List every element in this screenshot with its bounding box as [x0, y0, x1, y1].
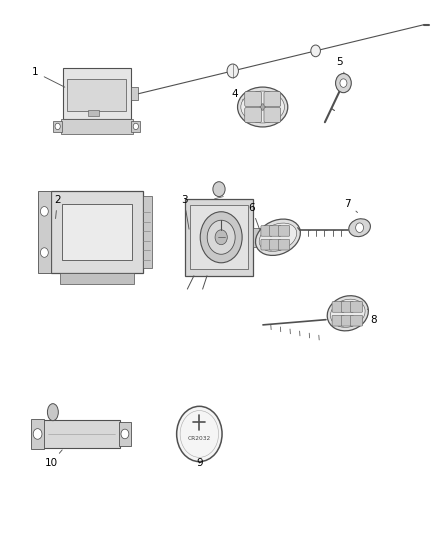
Circle shape — [177, 406, 222, 462]
Circle shape — [356, 223, 364, 232]
Text: 2: 2 — [54, 195, 61, 219]
Text: 1: 1 — [32, 68, 65, 87]
FancyBboxPatch shape — [245, 92, 261, 107]
FancyBboxPatch shape — [332, 316, 344, 326]
FancyBboxPatch shape — [261, 225, 272, 236]
Circle shape — [227, 64, 238, 78]
FancyBboxPatch shape — [341, 302, 353, 312]
Bar — [143, 196, 152, 268]
Text: 4: 4 — [231, 88, 243, 100]
Bar — [43, 420, 120, 448]
Bar — [88, 110, 99, 116]
Bar — [131, 87, 138, 100]
Ellipse shape — [255, 219, 300, 255]
Bar — [119, 422, 131, 446]
Text: 6: 6 — [248, 203, 260, 229]
Bar — [60, 273, 134, 284]
Ellipse shape — [331, 299, 365, 327]
Ellipse shape — [327, 296, 368, 331]
Circle shape — [33, 429, 42, 439]
FancyBboxPatch shape — [264, 108, 281, 123]
FancyBboxPatch shape — [261, 239, 272, 250]
Bar — [191, 205, 247, 269]
FancyBboxPatch shape — [341, 316, 353, 326]
Bar — [63, 68, 131, 119]
Text: 3: 3 — [181, 195, 189, 229]
FancyBboxPatch shape — [350, 316, 363, 326]
FancyBboxPatch shape — [270, 239, 281, 250]
Circle shape — [133, 123, 138, 130]
Circle shape — [311, 45, 321, 56]
Ellipse shape — [259, 223, 297, 252]
FancyBboxPatch shape — [332, 302, 344, 312]
Text: 8: 8 — [367, 309, 377, 325]
Circle shape — [180, 410, 219, 457]
Ellipse shape — [47, 403, 58, 421]
Circle shape — [40, 207, 48, 216]
Bar — [53, 120, 62, 132]
Ellipse shape — [237, 87, 288, 127]
Text: 7: 7 — [345, 199, 357, 213]
Text: 9: 9 — [196, 458, 203, 468]
Text: 5: 5 — [336, 57, 344, 74]
Bar — [51, 191, 143, 273]
Text: CR2032: CR2032 — [188, 435, 211, 441]
FancyBboxPatch shape — [350, 302, 363, 312]
Bar — [131, 120, 140, 132]
Ellipse shape — [241, 91, 285, 123]
Circle shape — [207, 220, 235, 254]
Circle shape — [336, 74, 351, 93]
Bar — [185, 199, 253, 276]
Circle shape — [200, 212, 242, 263]
Bar — [253, 228, 261, 247]
FancyBboxPatch shape — [264, 92, 281, 107]
FancyBboxPatch shape — [245, 108, 261, 123]
Bar — [38, 191, 51, 273]
FancyBboxPatch shape — [270, 225, 281, 236]
Bar — [62, 204, 132, 260]
Bar — [67, 79, 126, 111]
FancyBboxPatch shape — [279, 225, 290, 236]
Circle shape — [215, 230, 227, 245]
Text: 10: 10 — [44, 450, 62, 468]
Bar — [61, 119, 133, 134]
Circle shape — [40, 248, 48, 257]
Ellipse shape — [349, 219, 371, 237]
Circle shape — [213, 182, 225, 197]
FancyBboxPatch shape — [279, 239, 290, 250]
Bar — [31, 419, 44, 449]
Circle shape — [121, 429, 129, 439]
Circle shape — [55, 123, 60, 130]
Circle shape — [340, 79, 347, 87]
Circle shape — [260, 104, 265, 110]
